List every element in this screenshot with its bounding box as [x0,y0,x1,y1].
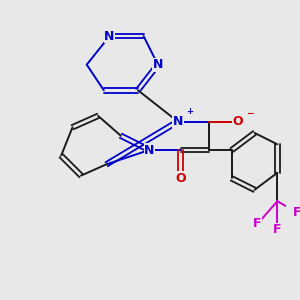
Text: F: F [293,206,300,219]
Text: +: + [186,107,193,116]
Text: F: F [273,223,282,236]
Text: N: N [144,143,154,157]
Text: −: − [246,109,253,118]
Text: N: N [104,30,115,43]
Text: N: N [153,58,163,71]
Text: O: O [175,172,186,185]
Text: F: F [253,218,262,230]
Text: O: O [232,115,243,128]
Text: N: N [172,115,183,128]
